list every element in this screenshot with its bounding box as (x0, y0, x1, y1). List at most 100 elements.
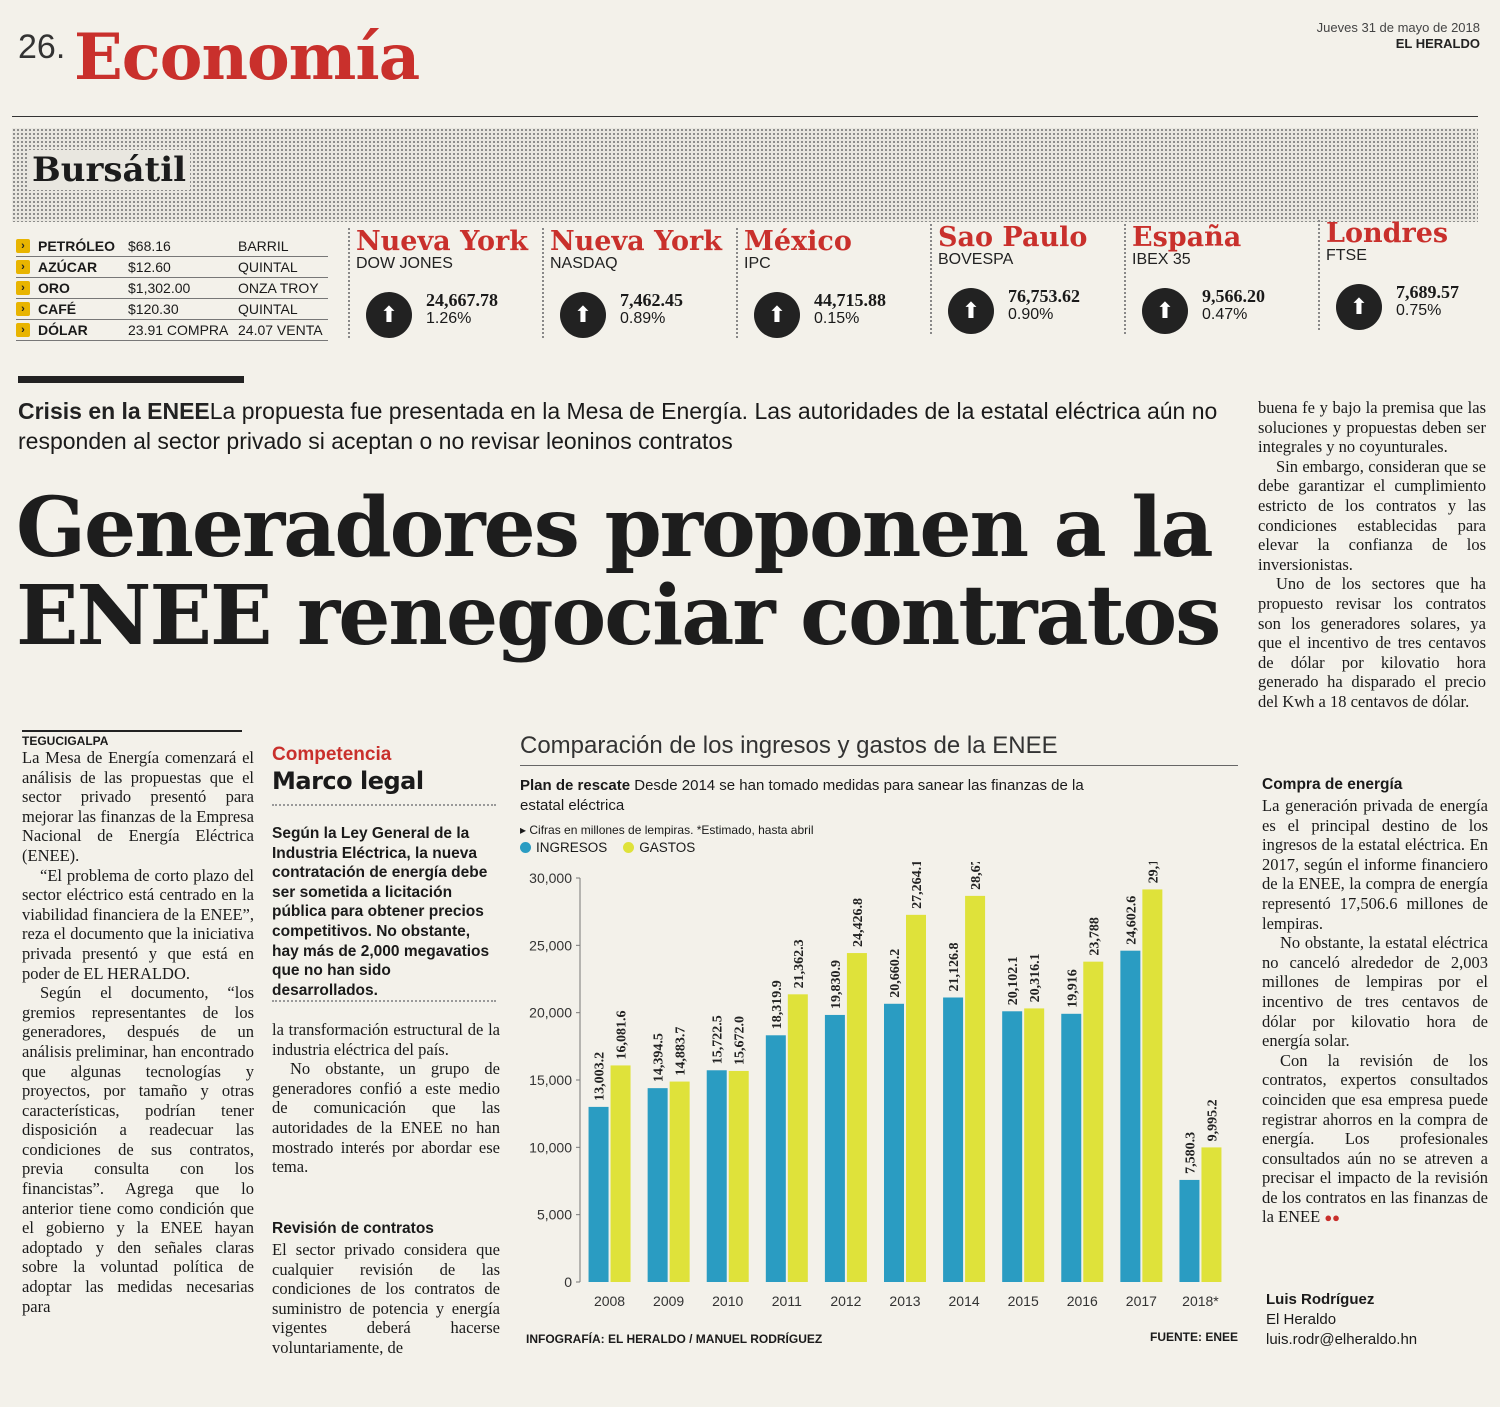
market-change: 1.26% (426, 310, 472, 327)
subhead-compra: Compra de energía (1262, 776, 1403, 793)
divider (542, 228, 544, 338)
chart-source: FUENTE: ENEE (1150, 1330, 1239, 1344)
market-espana: España IBEX 35 ⬆ 9,566.20 0.47% (1124, 222, 1312, 342)
data-label: 15,722.5 (711, 1015, 726, 1064)
market-index: IBEX 35 (1132, 251, 1191, 268)
y-tick-label: 15,000 (529, 1072, 572, 1088)
legend-label: INGRESOS (536, 840, 608, 855)
chart-subtitle-bold: Plan de rescate (520, 777, 631, 794)
legend-swatch (520, 842, 531, 853)
paragraph: La generación privada de energía es el p… (1262, 796, 1488, 933)
commodity-price: $68.16 (128, 238, 171, 254)
article-column-4b: La generación privada de energía es el p… (1262, 796, 1488, 1228)
market-change: 0.47% (1202, 306, 1248, 323)
market-city: México (744, 226, 852, 257)
box-title: Marco legal (272, 767, 424, 795)
up-arrow-icon: ⬆ (366, 292, 412, 338)
divider (272, 804, 496, 806)
bar-ingresos (706, 1070, 727, 1282)
data-label: 9,995.2 (1205, 1099, 1220, 1141)
market-index: BOVESPA (938, 251, 1014, 268)
bar-ingresos (647, 1088, 668, 1282)
market-index: IPC (744, 255, 771, 272)
data-label: 21,362.3 (792, 939, 807, 988)
page-number: 26. (18, 28, 66, 66)
x-tick-label: 2018* (1182, 1293, 1219, 1309)
author-name: Luis Rodríguez (1266, 1291, 1375, 1308)
data-label: 23,788 (1087, 917, 1102, 956)
commodity-price: $12.60 (128, 259, 171, 275)
divider (348, 228, 350, 338)
box-text: Según la Ley General de la Industria Elé… (272, 825, 490, 999)
x-tick-label: 2017 (1126, 1293, 1157, 1309)
x-tick-label: 2016 (1067, 1293, 1098, 1309)
paragraph: la transformación estructural de la indu… (272, 1020, 500, 1059)
market-londres: Londres FTSE ⬆ 7,689.57 0.75% (1318, 218, 1500, 338)
bar-gastos (1024, 1008, 1045, 1282)
chart-subtitle-text: Desde 2014 se han tomado medidas para sa… (520, 777, 1084, 814)
author-outlet: El Heraldo (1266, 1311, 1337, 1328)
paragraph: buena fe y bajo la premisa que las soluc… (1258, 398, 1486, 457)
box-label: Competencia (272, 744, 392, 765)
x-tick-label: 2012 (830, 1293, 861, 1309)
article-column-4: buena fe y bajo la premisa que las soluc… (1258, 398, 1486, 712)
header-rule (12, 116, 1478, 117)
arrow-icon: › (16, 260, 30, 274)
byline: Luis Rodríguez El Heraldo luis.rodr@elhe… (1266, 1290, 1417, 1350)
legend-label: GASTOS (639, 840, 696, 855)
headline: Generadores proponen a la ENEE renegocia… (16, 480, 1221, 664)
market-mexico: México IPC ⬆ 44,715.88 0.15% (736, 226, 924, 346)
commodity-row: › AZÚCAR $12.60 QUINTAL (16, 257, 328, 278)
legend-swatch (623, 842, 635, 853)
data-label: 20,660.2 (888, 949, 903, 998)
commodity-row: › PETRÓLEO $68.16 BARRIL (16, 236, 328, 257)
author-email: luis.rodr@elheraldo.hn (1266, 1331, 1418, 1348)
publication-date: Jueves 31 de mayo de 2018 (1316, 20, 1480, 35)
market-index: DOW JONES (356, 255, 453, 272)
divider (1124, 224, 1126, 334)
data-label: 24,426.8 (851, 898, 866, 947)
paragraph-text: Con la revisión de los contratos, expert… (1262, 1050, 1488, 1227)
x-tick-label: 2013 (889, 1293, 920, 1309)
commodities-table: › PETRÓLEO $68.16 BARRIL › AZÚCAR $12.60 QUINT… (16, 236, 328, 341)
kicker: Crisis en la ENEE (18, 398, 210, 424)
commodity-price: $1,302.00 (128, 280, 191, 296)
market-city: Londres (1326, 218, 1449, 249)
data-label: 14,394.5 (652, 1033, 667, 1082)
up-arrow-icon: ⬆ (560, 292, 606, 338)
y-tick-label: 20,000 (529, 1005, 572, 1021)
article-column-2: la transformación estructural de la indu… (272, 1020, 500, 1177)
y-tick-label: 25,000 (529, 937, 572, 953)
bar-ingresos (1061, 1013, 1082, 1282)
y-tick-label: 30,000 (529, 870, 572, 886)
bar-gastos (610, 1065, 631, 1282)
section-title: Economía (74, 20, 420, 95)
bar-gastos (669, 1081, 690, 1282)
data-label: 13,003.2 (593, 1052, 608, 1101)
chart-note-text: Cifras en millones de lempiras. *Estimad… (529, 823, 814, 837)
paragraph: Según el documento, “los gremios represe… (22, 983, 254, 1316)
arrow-icon: › (16, 323, 30, 337)
market-value: 7,462.45 (620, 290, 683, 310)
paragraph: No obstante, un grupo de generadores con… (272, 1059, 500, 1177)
commodity-unit: BARRIL (238, 238, 289, 254)
market-city: Nueva York (356, 226, 528, 257)
up-arrow-icon: ⬆ (948, 288, 994, 334)
chart-subtitle: Plan de rescate Desde 2014 se han tomado… (520, 776, 1120, 816)
bar-gastos (1083, 961, 1104, 1282)
market-value: 7,689.57 (1396, 282, 1459, 302)
market-index: NASDAQ (550, 255, 618, 272)
dateline: TEGUCIGALPA (22, 730, 242, 748)
data-label: 28,671.9 (969, 862, 984, 890)
subtitle-text: La propuesta fue presentada en la Mesa d… (18, 398, 1218, 454)
market-value: 24,667.78 (426, 290, 498, 310)
data-label: 7,580.3 (1183, 1132, 1198, 1174)
chart-credit: INFOGRAFÍA: EL HERALDO / MANUEL RODRÍGUE… (526, 1332, 823, 1346)
commodity-name: CAFÉ (38, 301, 77, 317)
x-tick-label: 2015 (1008, 1293, 1039, 1309)
commodity-price: $120.30 (128, 301, 179, 317)
bar-gastos (1142, 889, 1163, 1282)
commodity-price: 23.91 COMPRA (128, 322, 229, 338)
market-change: 0.90% (1008, 306, 1054, 323)
bar-ingresos (1120, 950, 1141, 1282)
